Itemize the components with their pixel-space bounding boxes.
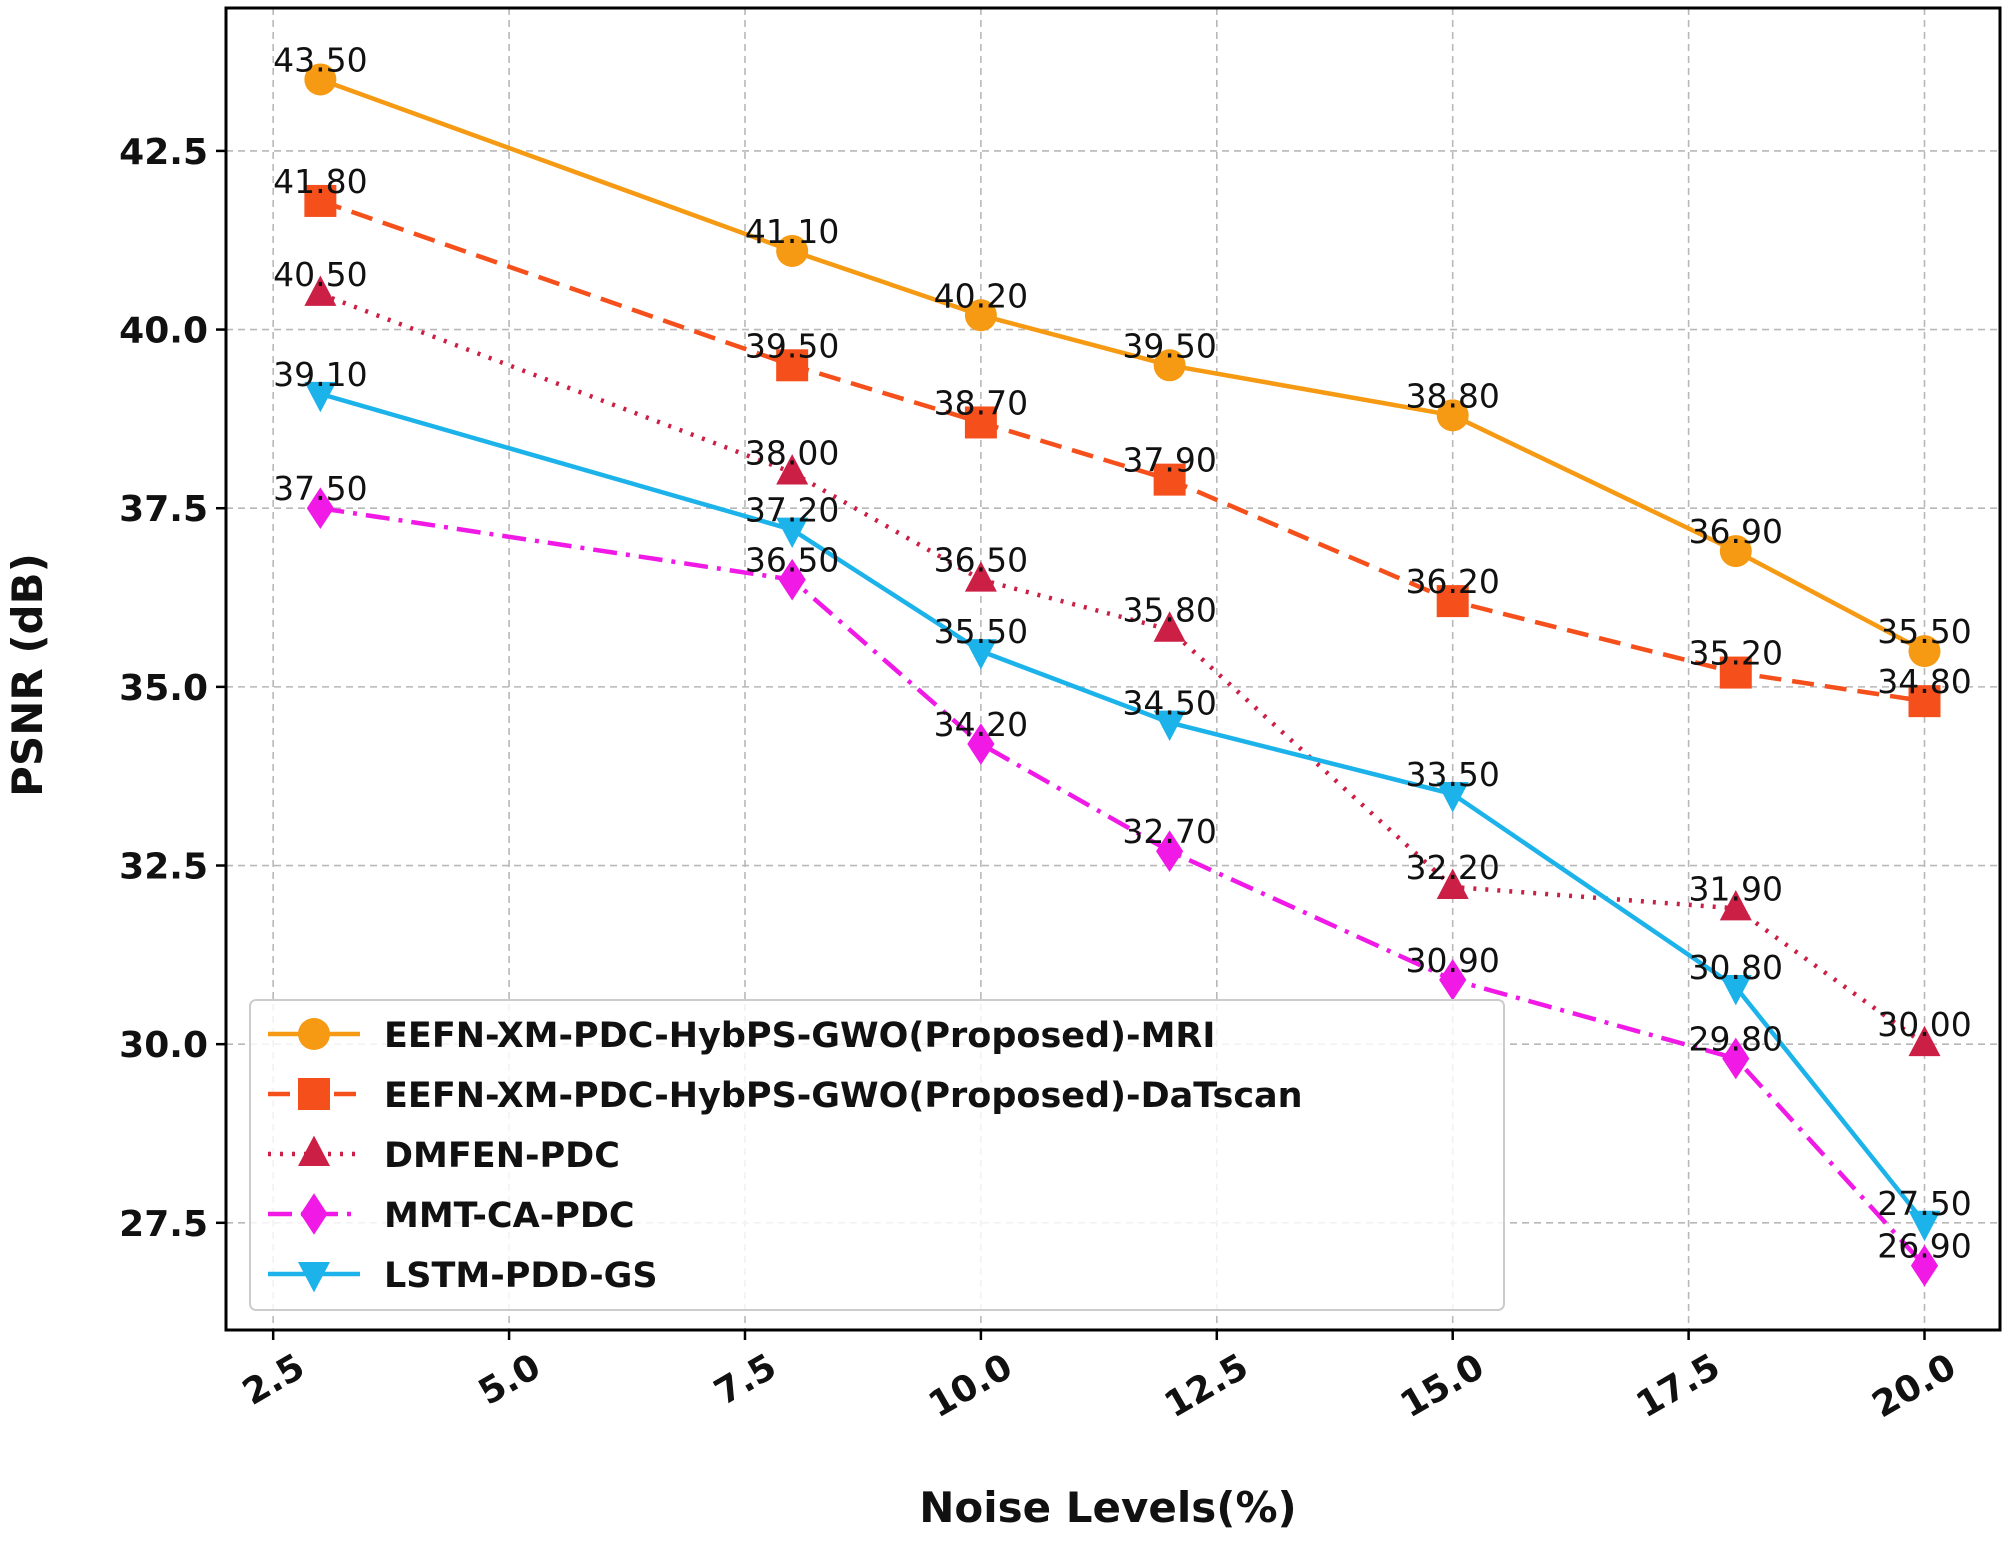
data-point	[1153, 611, 1186, 642]
data-label: 36.90	[1689, 512, 1783, 551]
data-point	[1719, 656, 1752, 689]
data-point	[304, 381, 337, 413]
data-point	[1436, 399, 1469, 432]
data-label: 37.20	[745, 491, 839, 530]
data-point	[1436, 868, 1469, 899]
data-label: 36.20	[1405, 562, 1499, 601]
y-tick-label: 32.5	[119, 847, 208, 888]
legend-box	[249, 999, 1505, 1311]
data-label: 43.50	[273, 40, 367, 79]
data-label: 32.20	[1405, 848, 1499, 887]
legend-label: EEFN-XM-PDC-HybPS-GWO(Proposed)-DaTscan	[384, 1076, 1303, 1116]
data-label: 40.50	[273, 255, 367, 294]
x-axis-title: Noise Levels(%)	[919, 1483, 1297, 1532]
data-label: 30.90	[1405, 941, 1499, 980]
data-label: 41.80	[273, 162, 367, 201]
data-label: 32.70	[1122, 812, 1216, 851]
data-point	[1719, 535, 1752, 568]
data-label: 31.90	[1689, 869, 1783, 908]
data-point	[964, 561, 997, 592]
data-label: 34.50	[1122, 684, 1216, 723]
y-tick-label: 27.5	[119, 1204, 208, 1245]
data-point	[306, 487, 334, 530]
data-label: 35.20	[1689, 634, 1783, 673]
data-label: 34.20	[934, 705, 1028, 744]
y-tick-label: 30.0	[119, 1025, 208, 1066]
data-point	[964, 639, 997, 670]
data-point	[1910, 1244, 1939, 1287]
legend-label: LSTM-PDD-GS	[384, 1256, 658, 1296]
data-point	[1156, 830, 1184, 873]
legend-label: DMFEN-PDC	[384, 1136, 620, 1176]
data-label: 38.00	[745, 433, 839, 472]
data-point	[1719, 889, 1752, 921]
data-label: 33.50	[1405, 755, 1499, 794]
data-label: 38.70	[934, 383, 1028, 422]
plot-frame	[224, 6, 2002, 1332]
legend-marker	[298, 1018, 330, 1050]
data-point	[304, 275, 337, 306]
data-point	[776, 454, 809, 485]
data-label: 40.20	[934, 276, 1028, 315]
data-point	[778, 558, 806, 601]
data-point	[967, 723, 995, 765]
data-point	[304, 184, 337, 217]
data-point	[304, 63, 337, 96]
data-label: 36.50	[745, 541, 839, 580]
data-label: 41.10	[745, 212, 839, 251]
data-label: 36.50	[934, 541, 1028, 580]
legend-label: EEFN-XM-PDC-HybPS-GWO(Proposed)-MRI	[384, 1016, 1215, 1056]
data-label: 35.50	[1877, 612, 1971, 651]
legend-label: MMT-CA-PDC	[384, 1196, 635, 1236]
data-point	[964, 299, 997, 332]
data-point	[964, 406, 997, 439]
y-tick-label: 40.0	[119, 311, 208, 352]
data-label: 39.10	[273, 355, 367, 394]
legend-marker	[300, 1193, 328, 1235]
data-label: 30.80	[1689, 948, 1783, 987]
y-tick-label: 35.0	[119, 668, 208, 709]
data-point	[1722, 1037, 1750, 1080]
legend: EEFN-XM-PDC-HybPS-GWO(Proposed)-MRI EEFN-…	[249, 999, 1505, 1311]
data-label: 35.80	[1122, 591, 1216, 630]
data-point	[1153, 349, 1186, 382]
y-tick-label: 42.5	[119, 132, 208, 173]
data-label: 26.90	[1877, 1227, 1971, 1266]
legend-marker	[298, 1262, 330, 1293]
data-label: 35.50	[934, 612, 1028, 651]
data-point	[1153, 463, 1186, 496]
data-label: 30.00	[1877, 1005, 1971, 1044]
data-point	[1436, 585, 1469, 618]
data-point	[1153, 710, 1186, 741]
data-point	[1439, 959, 1467, 1001]
data-point	[1436, 782, 1469, 813]
data-label: 34.80	[1877, 662, 1971, 701]
series-group	[304, 63, 1941, 1287]
data-point	[1719, 974, 1752, 1006]
data-point	[776, 234, 809, 267]
legend-marker	[298, 1135, 330, 1166]
legend-marker	[298, 1078, 330, 1110]
data-label: 29.80	[1689, 1019, 1783, 1058]
data-point	[1908, 685, 1941, 718]
data-label: 39.50	[745, 326, 839, 365]
data-point	[776, 517, 809, 549]
y-tick-label: 37.5	[119, 489, 208, 530]
data-label: 37.50	[273, 469, 367, 508]
data-point	[1908, 1025, 1941, 1057]
data-point	[1908, 1210, 1941, 1242]
y-axis-title: PSNR (dB)	[3, 553, 52, 797]
data-point	[776, 349, 809, 382]
data-point	[1908, 635, 1941, 668]
data-label: 27.50	[1877, 1184, 1971, 1223]
data-label: 39.50	[1122, 326, 1216, 365]
data-label: 38.80	[1405, 376, 1499, 415]
data-labels: 43.50 41.10 40.20 39.50 38.80 36.90 35.50 41.80…	[273, 40, 1972, 1265]
data-label: 37.90	[1122, 441, 1216, 480]
